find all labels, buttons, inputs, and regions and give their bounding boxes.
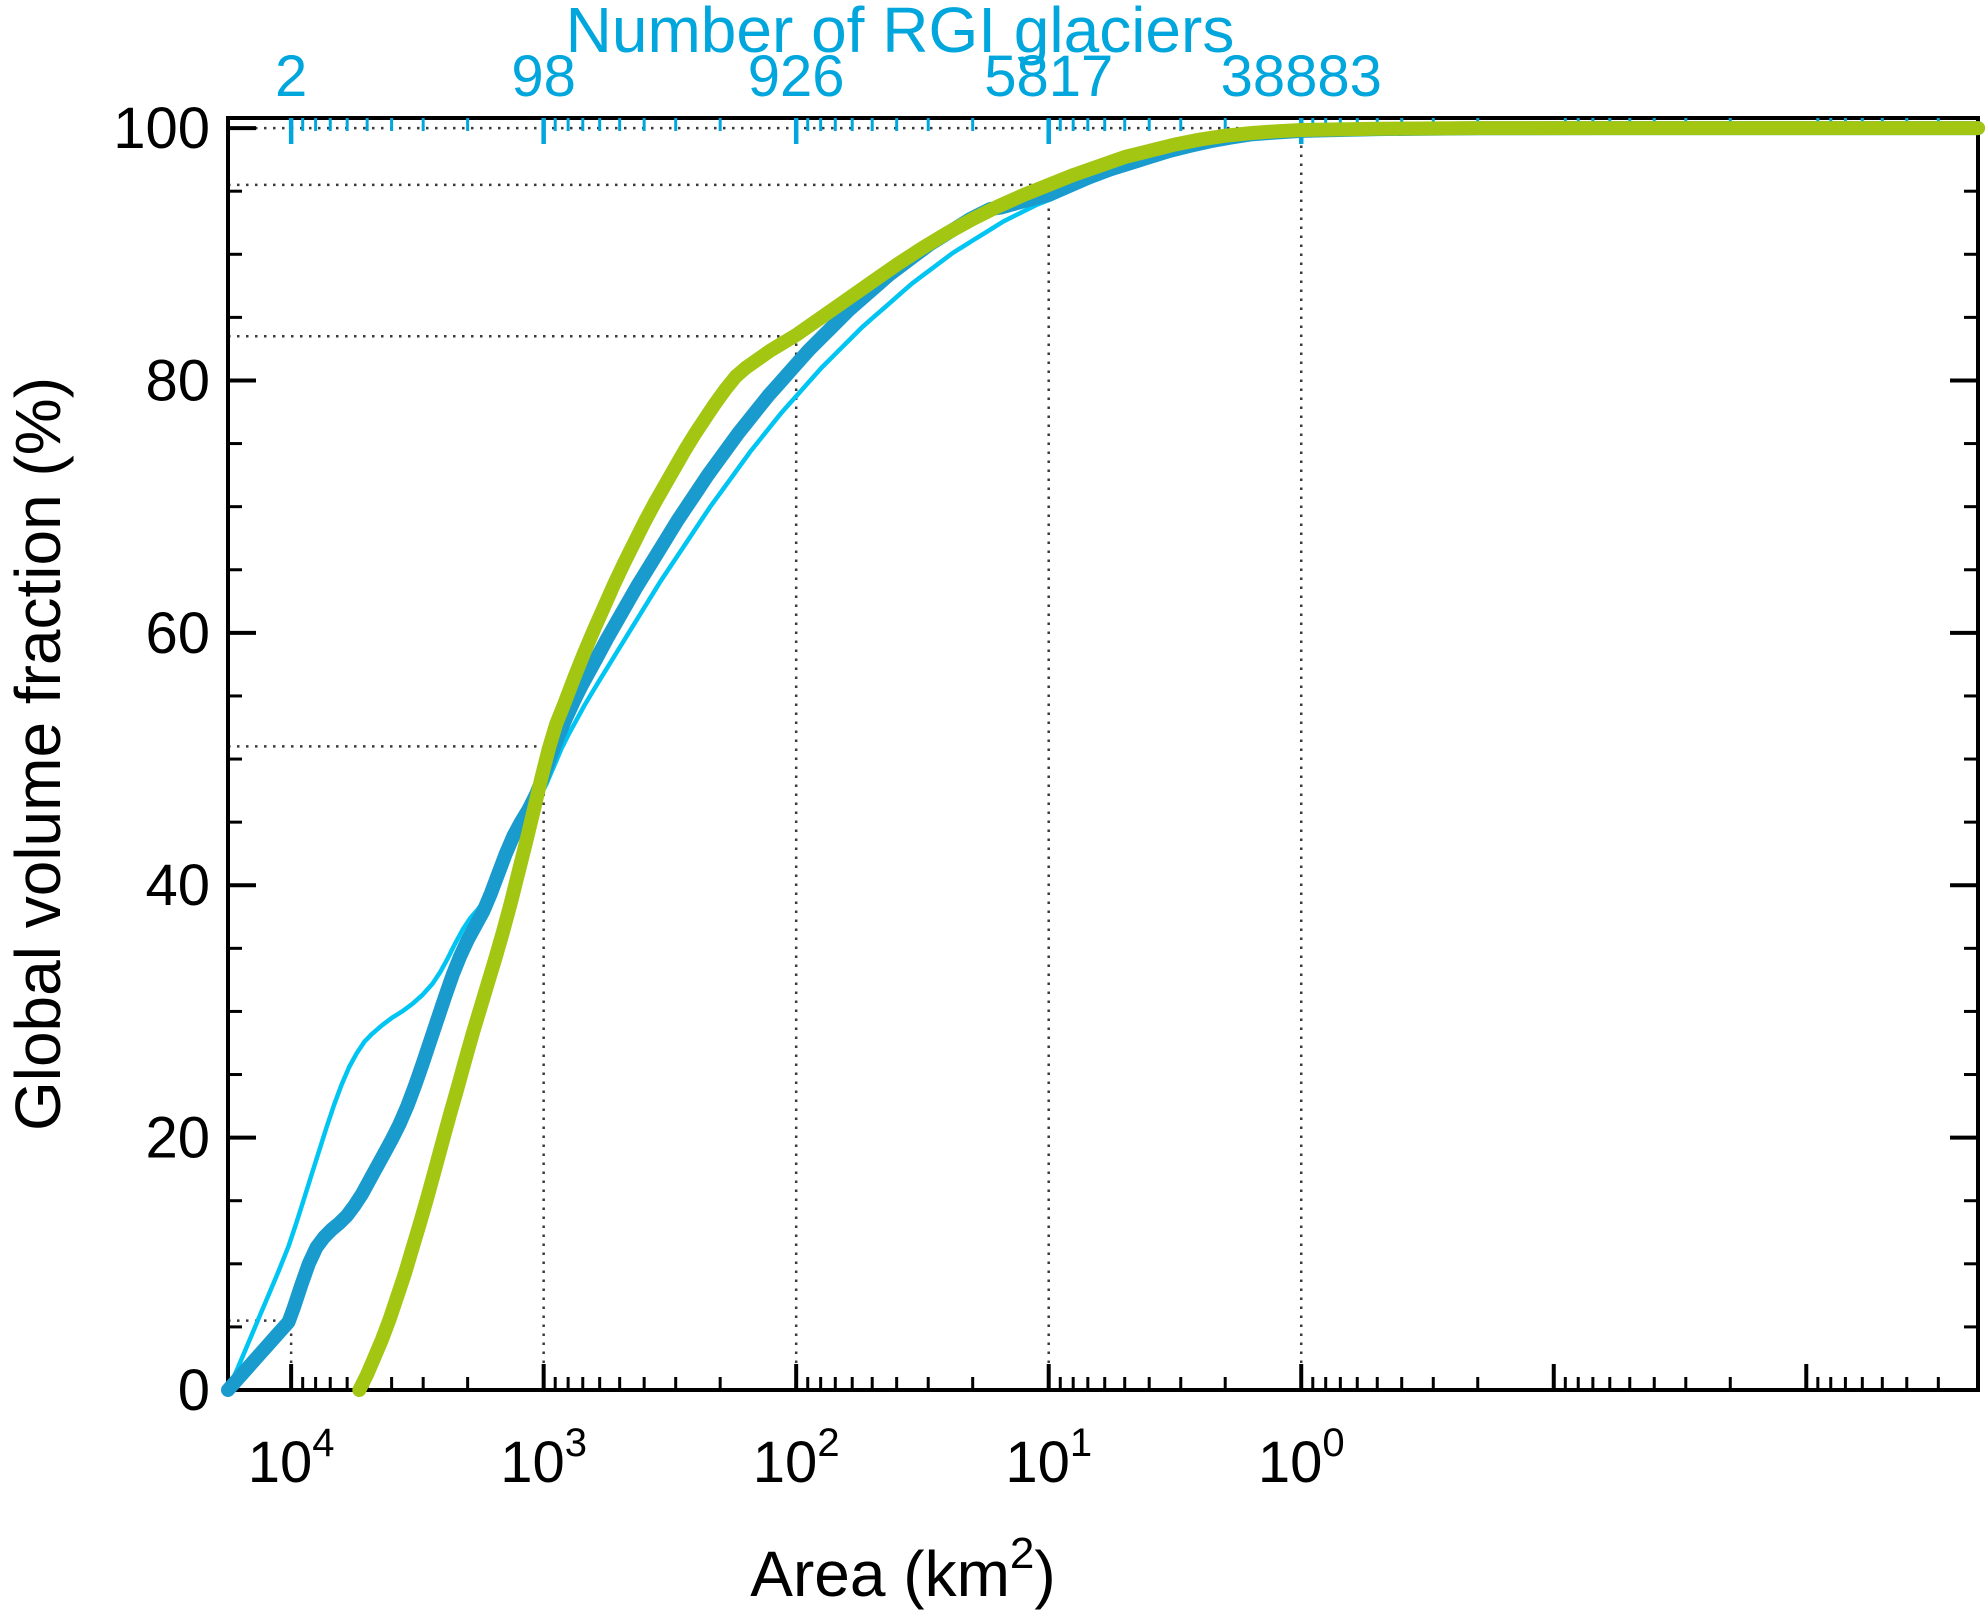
x-axis-title: Area (km2) — [750, 1529, 1055, 1610]
y-tick-label: 100 — [113, 96, 210, 161]
top-tick-label: 98 — [511, 44, 576, 109]
x-tick-label: 101 — [1005, 1421, 1092, 1495]
top-tick-label: 926 — [748, 44, 845, 109]
x-tick-label: 104 — [248, 1421, 335, 1495]
series-thin-cyan-curve — [225, 125, 1981, 1393]
series-thick-green-curve — [352, 121, 1985, 1397]
x-tick-label: 100 — [1258, 1421, 1345, 1495]
top-axis-title: Number of RGI glaciers — [566, 0, 1235, 66]
top-tick-label: 38883 — [1221, 44, 1382, 109]
y-axis-title: Global volume fraction (%) — [2, 377, 74, 1131]
top-tick-label: 2 — [275, 44, 307, 109]
x-tick-label: 103 — [500, 1421, 587, 1495]
y-tick-label: 80 — [145, 348, 210, 413]
y-tick-label: 20 — [145, 1106, 210, 1171]
plot-frame — [226, 116, 1980, 1392]
y-tick-label: 0 — [178, 1358, 210, 1423]
x-tick-label: 102 — [753, 1421, 840, 1495]
top-tick-label: 5817 — [984, 44, 1113, 109]
series-thick-blue-curve — [221, 121, 1985, 1397]
y-tick-label: 60 — [145, 601, 210, 666]
y-tick-label: 40 — [145, 853, 210, 918]
